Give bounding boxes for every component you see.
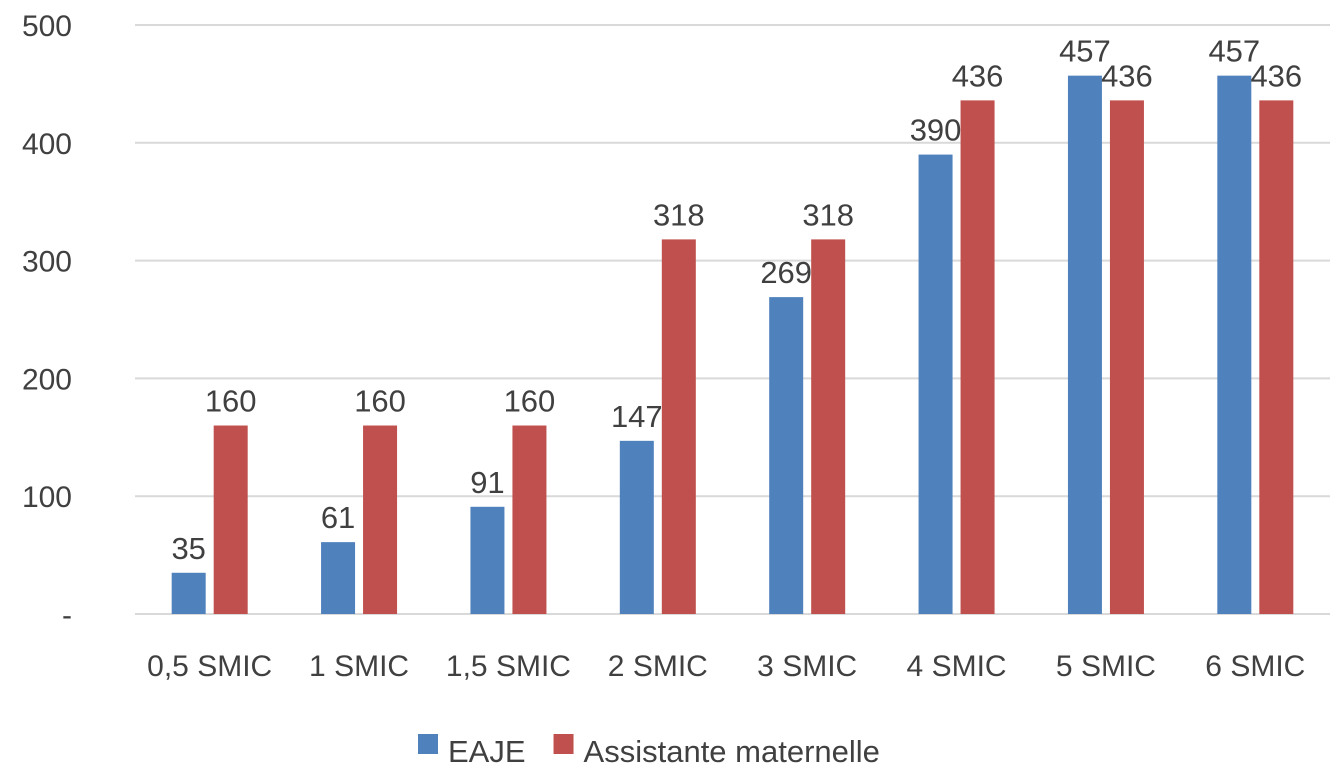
bar-assistante-maternelle xyxy=(661,239,696,614)
y-tick-label: 300 xyxy=(22,246,72,279)
bar-eaje xyxy=(470,506,505,614)
bar-eaje xyxy=(619,440,654,614)
data-label: 318 xyxy=(653,197,705,232)
x-tick-label: 2 SMIC xyxy=(608,650,708,683)
bar-assistante-maternelle xyxy=(1109,100,1144,615)
bar-assistante-maternelle xyxy=(811,239,846,614)
bars xyxy=(171,75,1294,615)
bar-eaje xyxy=(769,297,804,614)
y-tick-label: 500 xyxy=(22,10,72,43)
bar-eaje xyxy=(918,154,953,614)
data-label: 147 xyxy=(611,399,663,434)
x-tick-label: 4 SMIC xyxy=(907,650,1007,683)
data-label: 436 xyxy=(1250,58,1302,93)
bar-assistante-maternelle xyxy=(363,425,398,614)
data-label: 91 xyxy=(470,465,504,500)
bar-assistante-maternelle xyxy=(1259,100,1294,615)
legend-label: EAJE xyxy=(448,734,526,769)
data-label: 160 xyxy=(354,384,406,419)
bar-assistante-maternelle xyxy=(213,425,248,614)
data-label: 436 xyxy=(1101,58,1153,93)
x-axis: 0,5 SMIC 1 SMIC 1,5 SMIC 2 SMIC 3 SMIC 4 SMIC… xyxy=(147,650,1305,683)
data-label: 35 xyxy=(171,531,205,566)
x-tick-label: 5 SMIC xyxy=(1056,650,1156,683)
x-tick-label: 6 SMIC xyxy=(1205,650,1305,683)
data-label: 457 xyxy=(1208,34,1260,69)
data-label: 160 xyxy=(205,384,257,419)
x-tick-label: 0,5 SMIC xyxy=(147,650,272,683)
data-label: 269 xyxy=(760,255,812,290)
x-tick-label: 1 SMIC xyxy=(309,650,409,683)
bar-eaje xyxy=(171,572,206,614)
gridlines xyxy=(135,24,1330,615)
y-tick-label: 100 xyxy=(22,481,72,514)
y-tick-label: - xyxy=(62,599,72,632)
data-label: 318 xyxy=(802,197,854,232)
legend-swatch xyxy=(553,734,574,754)
x-tick-label: 3 SMIC xyxy=(757,650,857,683)
data-label: 436 xyxy=(952,58,1004,93)
data-label: 61 xyxy=(321,500,355,535)
legend-label: Assistante maternelle xyxy=(584,734,880,769)
data-label: 457 xyxy=(1059,34,1111,69)
bar-assistante-maternelle xyxy=(512,425,547,614)
x-tick-label: 1,5 SMIC xyxy=(446,650,571,683)
bar-eaje xyxy=(1217,75,1252,615)
bar-eaje xyxy=(1067,75,1102,615)
data-label: 390 xyxy=(910,113,962,148)
legend: EAJE Assistante maternelle xyxy=(418,734,880,769)
legend-swatch xyxy=(418,734,438,754)
y-tick-label: 200 xyxy=(22,363,72,396)
bar-assistante-maternelle xyxy=(960,100,995,615)
data-label: 160 xyxy=(504,384,556,419)
bar-eaje xyxy=(321,542,356,614)
y-tick-label: 400 xyxy=(22,128,72,161)
y-axis: - 100 200 300 400 500 xyxy=(22,10,72,632)
